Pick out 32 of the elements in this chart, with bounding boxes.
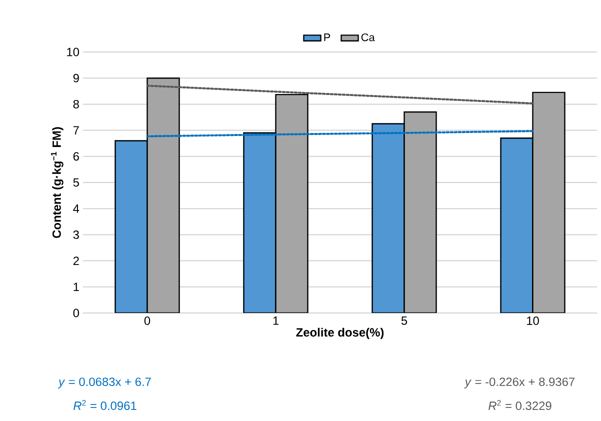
text: y = 0.0683x + 6.7 <box>58 378 151 388</box>
x-tick-label: 10 <box>527 316 539 325</box>
y-tick-label: 7 <box>73 126 79 134</box>
bar <box>532 92 566 313</box>
x-axis-title: Zeolite dose(%) <box>296 328 384 339</box>
y-tick-label: 2 <box>73 256 79 265</box>
y-tick-label: 9 <box>73 74 79 82</box>
legend-label: P <box>324 34 330 42</box>
bar <box>404 111 437 313</box>
bar <box>275 94 308 313</box>
x-tick-label: 0 <box>144 316 150 325</box>
y-axis-title: Content (g·kg$^{−1}$ FM) <box>50 127 64 238</box>
text: R$^{2}$ = 0.3229 <box>488 400 552 410</box>
x-tick-label: 1 <box>273 316 278 325</box>
bar <box>500 138 534 313</box>
bar <box>372 123 405 313</box>
bar <box>146 78 180 313</box>
bar <box>114 140 148 313</box>
y-tick-label: 4 <box>73 204 80 213</box>
y-tick-label: 10 <box>67 48 80 56</box>
legend-label: Ca <box>361 33 375 42</box>
x-tick-label: 5 <box>401 316 408 325</box>
text: y = -0.226x + 8.9367 <box>464 378 575 388</box>
y-tick-label: 6 <box>73 152 79 161</box>
y-tick-label: 0 <box>73 308 80 318</box>
y-tick-label: 3 <box>73 230 79 239</box>
line-series <box>146 84 534 104</box>
bar <box>243 132 276 313</box>
y-tick-label: 5 <box>73 178 79 187</box>
y-tick-label: 8 <box>73 100 79 108</box>
y-tick-label: 1 <box>74 282 79 292</box>
text: R$^{2}$ = 0.0961 <box>74 400 136 410</box>
